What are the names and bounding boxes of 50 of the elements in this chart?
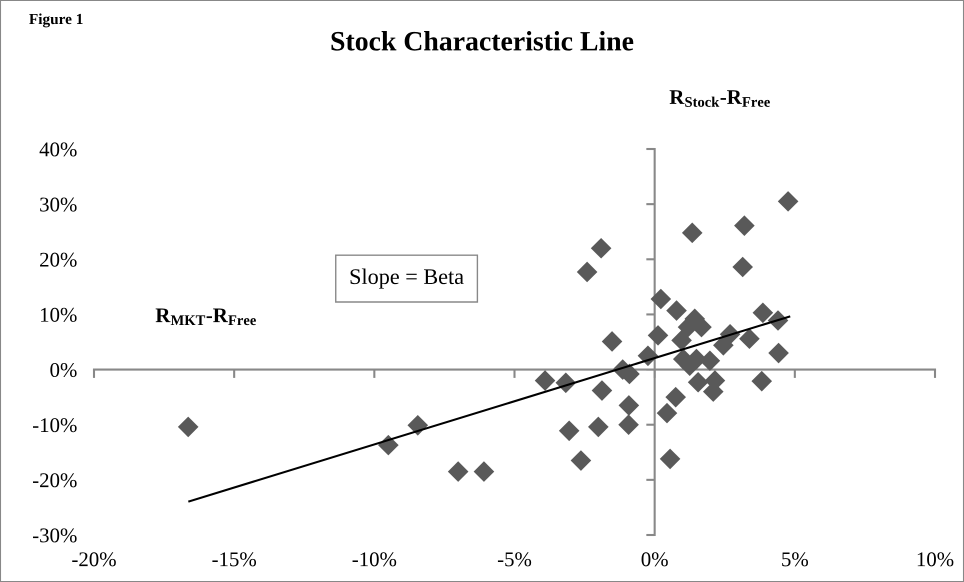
annotation: Slope = Beta (350, 268, 464, 289)
point (679, 355, 700, 376)
point (592, 380, 612, 401)
point (752, 302, 774, 324)
point (618, 395, 640, 416)
point (570, 450, 592, 471)
point (656, 402, 678, 424)
y-tick-label: 10% (40, 308, 77, 322)
point (660, 448, 680, 470)
point (534, 370, 556, 391)
y-tick-label: -20% (32, 473, 77, 488)
point (666, 300, 687, 321)
point (650, 288, 672, 310)
y-axis-title: R$_{Stock}$-R$_{Free}$ (670, 90, 770, 107)
point (618, 414, 639, 436)
point (732, 256, 753, 278)
point (688, 372, 708, 393)
point (751, 370, 772, 392)
x-tick-label: -5% (498, 552, 532, 566)
point (178, 416, 198, 438)
point (558, 420, 580, 442)
chart-title: Stock Characteristic Line (332, 31, 634, 51)
point (474, 461, 494, 482)
x-tick-label: 10% (918, 552, 954, 566)
x-tick-label: 5% (782, 552, 808, 566)
point (590, 238, 612, 259)
x-tick-label: -15% (212, 552, 256, 566)
y-tick-label: -10% (32, 418, 77, 432)
y-tick-label: 20% (40, 252, 77, 267)
point (734, 215, 755, 236)
y-tick-label: 30% (40, 198, 77, 212)
x-axis-title: R$_{MKT}$-R$_{Free}$ (156, 308, 256, 326)
point (448, 461, 468, 482)
point (602, 331, 622, 352)
point (588, 416, 609, 438)
x-tick-label: -10% (352, 552, 396, 566)
x-tick-label: 0% (642, 552, 668, 566)
y-tick-label: 40% (40, 142, 77, 156)
point (739, 328, 760, 349)
point (665, 386, 686, 408)
x-tick-label: -20% (72, 552, 116, 566)
y-tick-label: 0% (50, 362, 77, 378)
point (682, 222, 703, 244)
point (648, 325, 668, 346)
point (768, 342, 789, 364)
point (576, 262, 598, 282)
point (778, 191, 798, 212)
y-tick-label: -30% (32, 528, 77, 542)
point (671, 330, 692, 351)
caption: Figure 1 (29, 13, 83, 28)
